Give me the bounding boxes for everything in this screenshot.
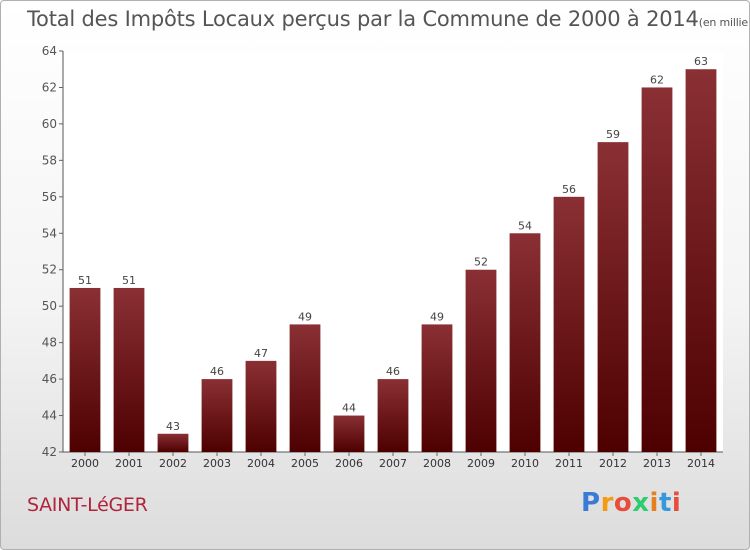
logo-letter: P xyxy=(581,488,601,518)
logo-letter: t xyxy=(658,488,672,518)
bar-label-2009: 52 xyxy=(474,256,488,269)
y-tick-label-42: 42 xyxy=(42,445,57,459)
y-tick-label-54: 54 xyxy=(42,226,57,240)
bar-2001 xyxy=(113,287,145,452)
x-tick-label-2006: 2006 xyxy=(335,457,363,470)
bar-label-2008: 49 xyxy=(430,310,444,323)
logo-letter: i xyxy=(671,488,682,518)
bar-2014 xyxy=(685,69,717,453)
bar-2009 xyxy=(465,269,497,452)
commune-name: SAINT-LéGER xyxy=(27,494,148,516)
bar-2005 xyxy=(289,324,321,452)
x-tick-label-2001: 2001 xyxy=(115,457,143,470)
y-tick-label-56: 56 xyxy=(42,190,57,204)
y-tick-label-46: 46 xyxy=(42,372,57,386)
x-tick-label-2005: 2005 xyxy=(291,457,319,470)
chart-unit-label: (en milliers d'€) xyxy=(698,16,749,29)
y-tick-label-60: 60 xyxy=(42,117,57,131)
bar-label-2014: 63 xyxy=(694,55,708,68)
logo-letter: x xyxy=(632,488,650,518)
y-tick-label-64: 64 xyxy=(42,44,57,58)
bar-2008 xyxy=(421,324,453,452)
y-tick-label-52: 52 xyxy=(42,263,57,277)
bar-label-2010: 54 xyxy=(518,219,532,232)
bar-label-2005: 49 xyxy=(298,310,312,323)
x-tick-label-2004: 2004 xyxy=(247,457,275,470)
bar-label-2006: 44 xyxy=(342,402,356,415)
bar-2000 xyxy=(69,287,101,452)
bar-label-2003: 46 xyxy=(210,365,224,378)
bar-2007 xyxy=(377,379,409,452)
y-tick-label-58: 58 xyxy=(42,153,57,167)
proxiti-logo: Proxiti xyxy=(581,488,681,518)
x-tick-label-2009: 2009 xyxy=(467,457,495,470)
bar-label-2004: 47 xyxy=(254,347,268,360)
bar-label-2011: 56 xyxy=(562,183,576,196)
x-tick-label-2003: 2003 xyxy=(203,457,231,470)
bar-label-2001: 51 xyxy=(122,274,136,287)
x-tick-label-2013: 2013 xyxy=(643,457,671,470)
bar-2004 xyxy=(245,360,277,452)
chart-title: Total des Impôts Locaux perçus par la Co… xyxy=(27,7,749,31)
bar-2011 xyxy=(553,196,585,452)
logo-letter: o xyxy=(613,488,633,518)
x-tick-label-2012: 2012 xyxy=(599,457,627,470)
bar-label-2012: 59 xyxy=(606,128,620,141)
logo-letter: r xyxy=(600,488,614,518)
x-tick-label-2008: 2008 xyxy=(423,457,451,470)
bar-label-2002: 43 xyxy=(166,420,180,433)
bar-2012 xyxy=(597,142,629,453)
bar-2010 xyxy=(509,233,541,452)
bar-label-2013: 62 xyxy=(650,73,664,86)
chart-title-text: Total des Impôts Locaux perçus par la Co… xyxy=(27,7,699,31)
bar-label-2000: 51 xyxy=(78,274,92,287)
x-tick-label-2014: 2014 xyxy=(687,457,715,470)
bar-2013 xyxy=(641,87,673,453)
y-tick-label-48: 48 xyxy=(42,336,57,350)
x-tick-label-2010: 2010 xyxy=(511,457,539,470)
bar-2006 xyxy=(333,415,365,452)
x-tick-label-2002: 2002 xyxy=(159,457,187,470)
x-tick-label-2000: 2000 xyxy=(71,457,99,470)
logo-letter: i xyxy=(649,488,659,518)
x-tick-label-2007: 2007 xyxy=(379,457,407,470)
x-tick-label-2011: 2011 xyxy=(555,457,583,470)
y-tick-label-62: 62 xyxy=(42,80,57,94)
bar-2003 xyxy=(201,379,233,452)
bar-2002 xyxy=(157,433,189,452)
y-tick-label-44: 44 xyxy=(42,409,57,423)
bar-label-2007: 46 xyxy=(386,365,400,378)
y-tick-label-50: 50 xyxy=(42,299,57,313)
